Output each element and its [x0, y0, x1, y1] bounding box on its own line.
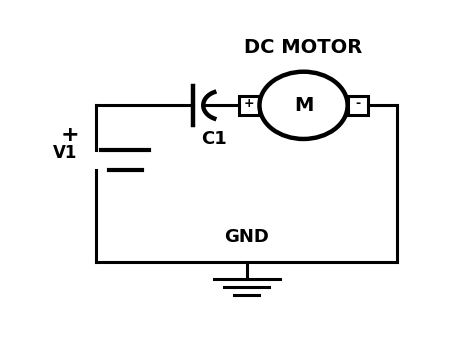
- Text: DC MOTOR: DC MOTOR: [245, 38, 363, 58]
- Text: M: M: [294, 96, 313, 115]
- Text: GND: GND: [224, 228, 269, 246]
- Text: V1: V1: [53, 144, 77, 162]
- Bar: [347, 95, 368, 115]
- Bar: [239, 95, 259, 115]
- Text: +: +: [61, 125, 80, 145]
- Text: C1: C1: [201, 130, 227, 148]
- Text: -: -: [355, 98, 360, 110]
- Text: +: +: [244, 98, 255, 110]
